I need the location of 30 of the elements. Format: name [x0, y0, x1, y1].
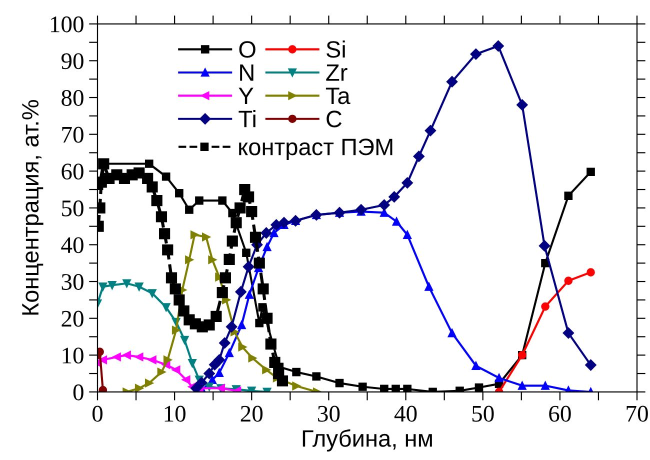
legend-label: Ti — [238, 110, 256, 128]
y-tick-label: 70 — [62, 126, 84, 143]
x-tick-label: 0 — [92, 406, 103, 422]
x-axis-title: Глубина, нм — [302, 429, 432, 452]
x-tick-label: 50 — [472, 406, 494, 422]
x-tick-label: 30 — [318, 406, 340, 422]
y-tick-label: 20 — [62, 310, 84, 327]
legend-label: O — [239, 41, 256, 58]
y-tick-label: 90 — [61, 53, 84, 70]
legend-label: Zr — [326, 64, 348, 81]
y-tick-label: 60 — [62, 164, 84, 180]
y-tick-label: 50 — [62, 200, 84, 216]
x-tick-label: 40 — [394, 406, 417, 422]
x-tick-label: 60 — [549, 406, 571, 422]
y-tick-label: 40 — [61, 237, 84, 254]
legend-label: C — [326, 110, 342, 128]
y-tick-label: 80 — [62, 90, 84, 106]
y-tick-label: 100 — [50, 16, 84, 32]
legend-label: N — [240, 64, 254, 81]
legend-label: Si — [326, 40, 345, 58]
x-tick-label: 70 — [626, 406, 648, 422]
y-tick-label: 0 — [73, 384, 84, 400]
x-tick-label: 10 — [164, 406, 186, 422]
y-tick-label: 30 — [62, 274, 84, 290]
x-tick-label: 20 — [240, 406, 263, 422]
legend-label: контраст ПЭМ — [239, 138, 392, 160]
legend-label: Y — [238, 88, 254, 104]
y-axis-title: Концентрация, ат.% — [22, 100, 44, 315]
y-tick-label: 10 — [62, 348, 84, 364]
legend-label: Ta — [326, 88, 350, 104]
